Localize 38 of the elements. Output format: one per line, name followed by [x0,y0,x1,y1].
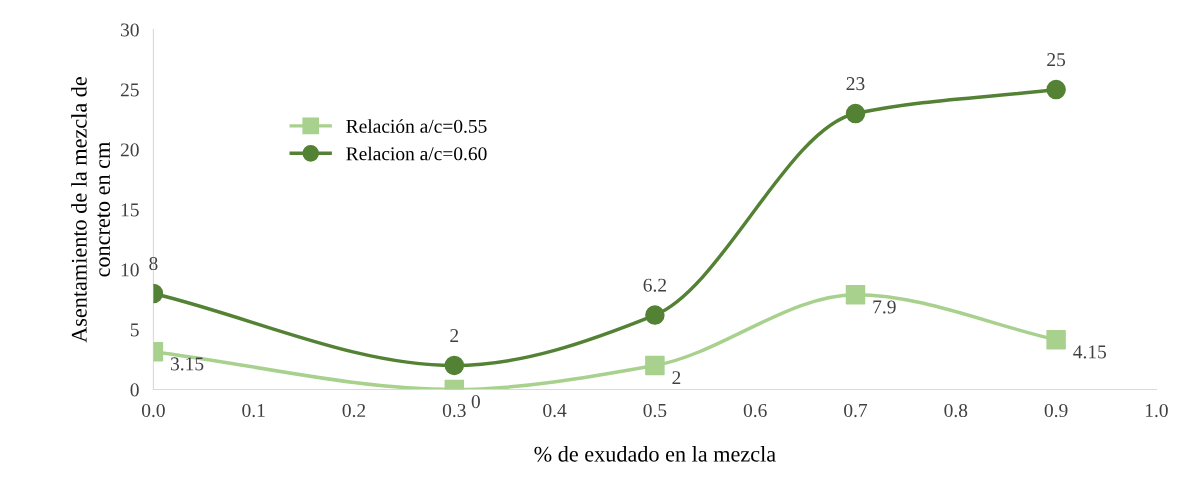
data-label: 25 [1047,53,1066,67]
x-tick-label: 0.4 [543,403,567,418]
x-tick-label: 0.9 [1044,403,1068,418]
data-label: 6.2 [643,278,666,292]
y-tick-label: 5 [130,323,139,337]
x-tick-label: 0.8 [944,403,968,418]
y-tick-label: 10 [121,263,139,277]
x-tick-label: 1.0 [1145,403,1168,418]
x-tick-label: 0.7 [844,403,868,418]
y-tick-label: 15 [121,203,139,217]
x-tick-label: 0.1 [242,403,265,418]
x-tick-label: 0.0 [141,403,165,418]
point [1046,79,1066,100]
point [1046,329,1066,350]
y-tick-label: 0 [130,383,139,397]
data-label: 2 [450,329,459,342]
point [645,305,665,325]
data-label: 8 [149,256,158,271]
x-tick-label: 0.3 [442,403,466,418]
y-axis-title: Asentamiento de la mezcla de concreto en cm [71,77,110,343]
point [845,103,866,124]
x-tick-label: 0.6 [743,403,767,418]
data-label: 4.15 [1073,345,1107,359]
legend-label: Relación a/c=0.55 [346,119,487,133]
point [845,284,866,305]
data-label: 3.15 [171,357,204,371]
x-tick-label: 0.5 [643,403,667,418]
data-label: 0 [471,395,480,409]
y-tick-label: 25 [120,83,139,97]
y-tick-label: 30 [121,23,139,37]
data-label: 23 [846,77,865,91]
y-tick-label: 20 [120,143,139,157]
x-axis-title: % de exudado en la mezcla [534,445,776,462]
data-label: 7.9 [873,300,896,314]
point [645,355,665,376]
legend-label: Relacion a/c=0.60 [346,146,487,161]
data-label: 2 [672,371,681,385]
x-tick-label: 0.2 [342,403,366,418]
